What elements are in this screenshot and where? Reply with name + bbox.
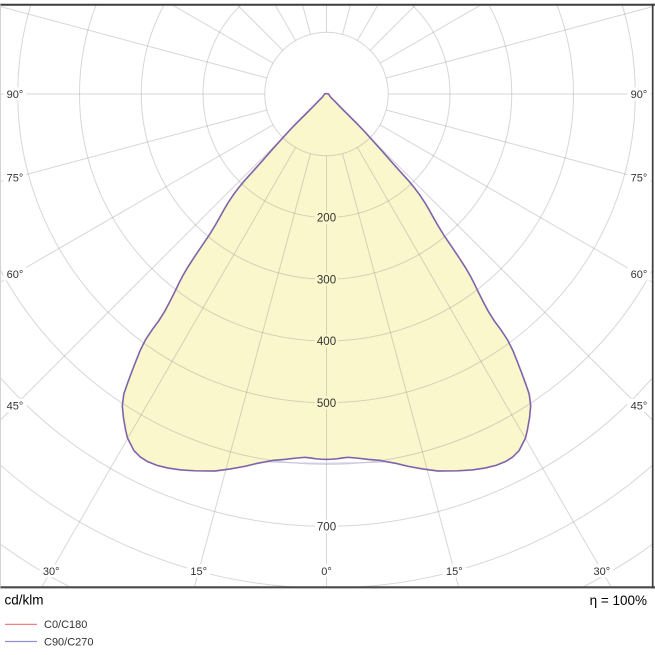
svg-text:60°: 60° — [7, 269, 24, 281]
svg-text:15°: 15° — [446, 566, 463, 578]
svg-text:200: 200 — [317, 213, 336, 225]
svg-text:30°: 30° — [43, 566, 60, 578]
svg-text:η = 100%: η = 100% — [590, 593, 647, 608]
svg-text:30°: 30° — [593, 566, 610, 578]
svg-text:75°: 75° — [7, 173, 24, 185]
svg-text:90°: 90° — [7, 89, 24, 101]
svg-text:45°: 45° — [631, 401, 648, 413]
svg-text:75°: 75° — [631, 173, 648, 185]
svg-text:0°: 0° — [321, 566, 332, 578]
svg-text:C90/C270: C90/C270 — [44, 636, 94, 648]
svg-text:400: 400 — [317, 336, 336, 348]
svg-text:C0/C180: C0/C180 — [44, 619, 87, 631]
svg-text:90°: 90° — [631, 89, 648, 101]
svg-text:45°: 45° — [7, 401, 24, 413]
svg-text:300: 300 — [317, 274, 336, 286]
svg-text:60°: 60° — [631, 269, 648, 281]
svg-text:cd/klm: cd/klm — [5, 593, 44, 608]
svg-text:700: 700 — [317, 521, 336, 533]
svg-text:500: 500 — [317, 398, 336, 410]
svg-text:15°: 15° — [190, 566, 207, 578]
